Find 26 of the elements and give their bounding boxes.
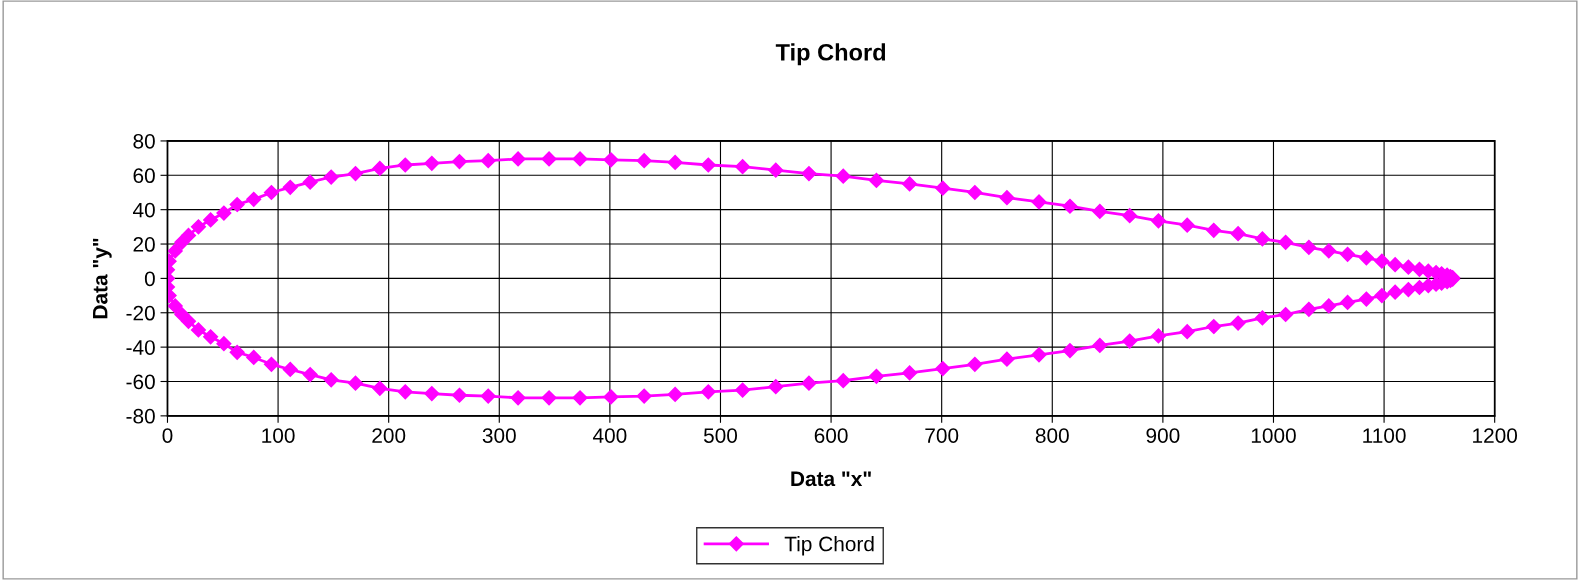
y-tick-label: -20	[126, 305, 155, 321]
x-axis-title: Data "x"	[791, 471, 871, 487]
x-tick-label: 200	[372, 428, 406, 443]
x-tick-label: 1200	[1473, 428, 1518, 443]
x-tick-label: 100	[262, 428, 295, 443]
x-tick-label: 1000	[1251, 428, 1296, 443]
y-tick-label: 20	[133, 237, 155, 252]
y-tick-label: 0	[144, 271, 155, 287]
x-tick-label: 500	[703, 428, 738, 443]
y-axis-title: Data "y"	[93, 238, 112, 319]
legend-label: Tip Chord	[784, 536, 874, 556]
y-tick-label: -80	[126, 408, 155, 424]
x-tick-label: 0	[162, 428, 173, 443]
x-tick-label: 300	[482, 428, 516, 443]
y-tick-label: 60	[133, 168, 155, 184]
x-tick-label: 600	[814, 428, 848, 443]
x-tick-label: 800	[1035, 428, 1069, 443]
x-tick-label: 700	[925, 428, 959, 443]
y-tick-label: -40	[126, 340, 155, 355]
chart-title: Tip Chord	[775, 43, 886, 66]
y-tick-label: 40	[132, 202, 155, 218]
x-tick-label: 400	[592, 428, 627, 443]
y-tick-label: -60	[126, 374, 155, 390]
x-tick-label: 1100	[1363, 428, 1406, 443]
y-tick-label: 80	[133, 133, 155, 149]
x-tick-label: 900	[1146, 428, 1180, 443]
